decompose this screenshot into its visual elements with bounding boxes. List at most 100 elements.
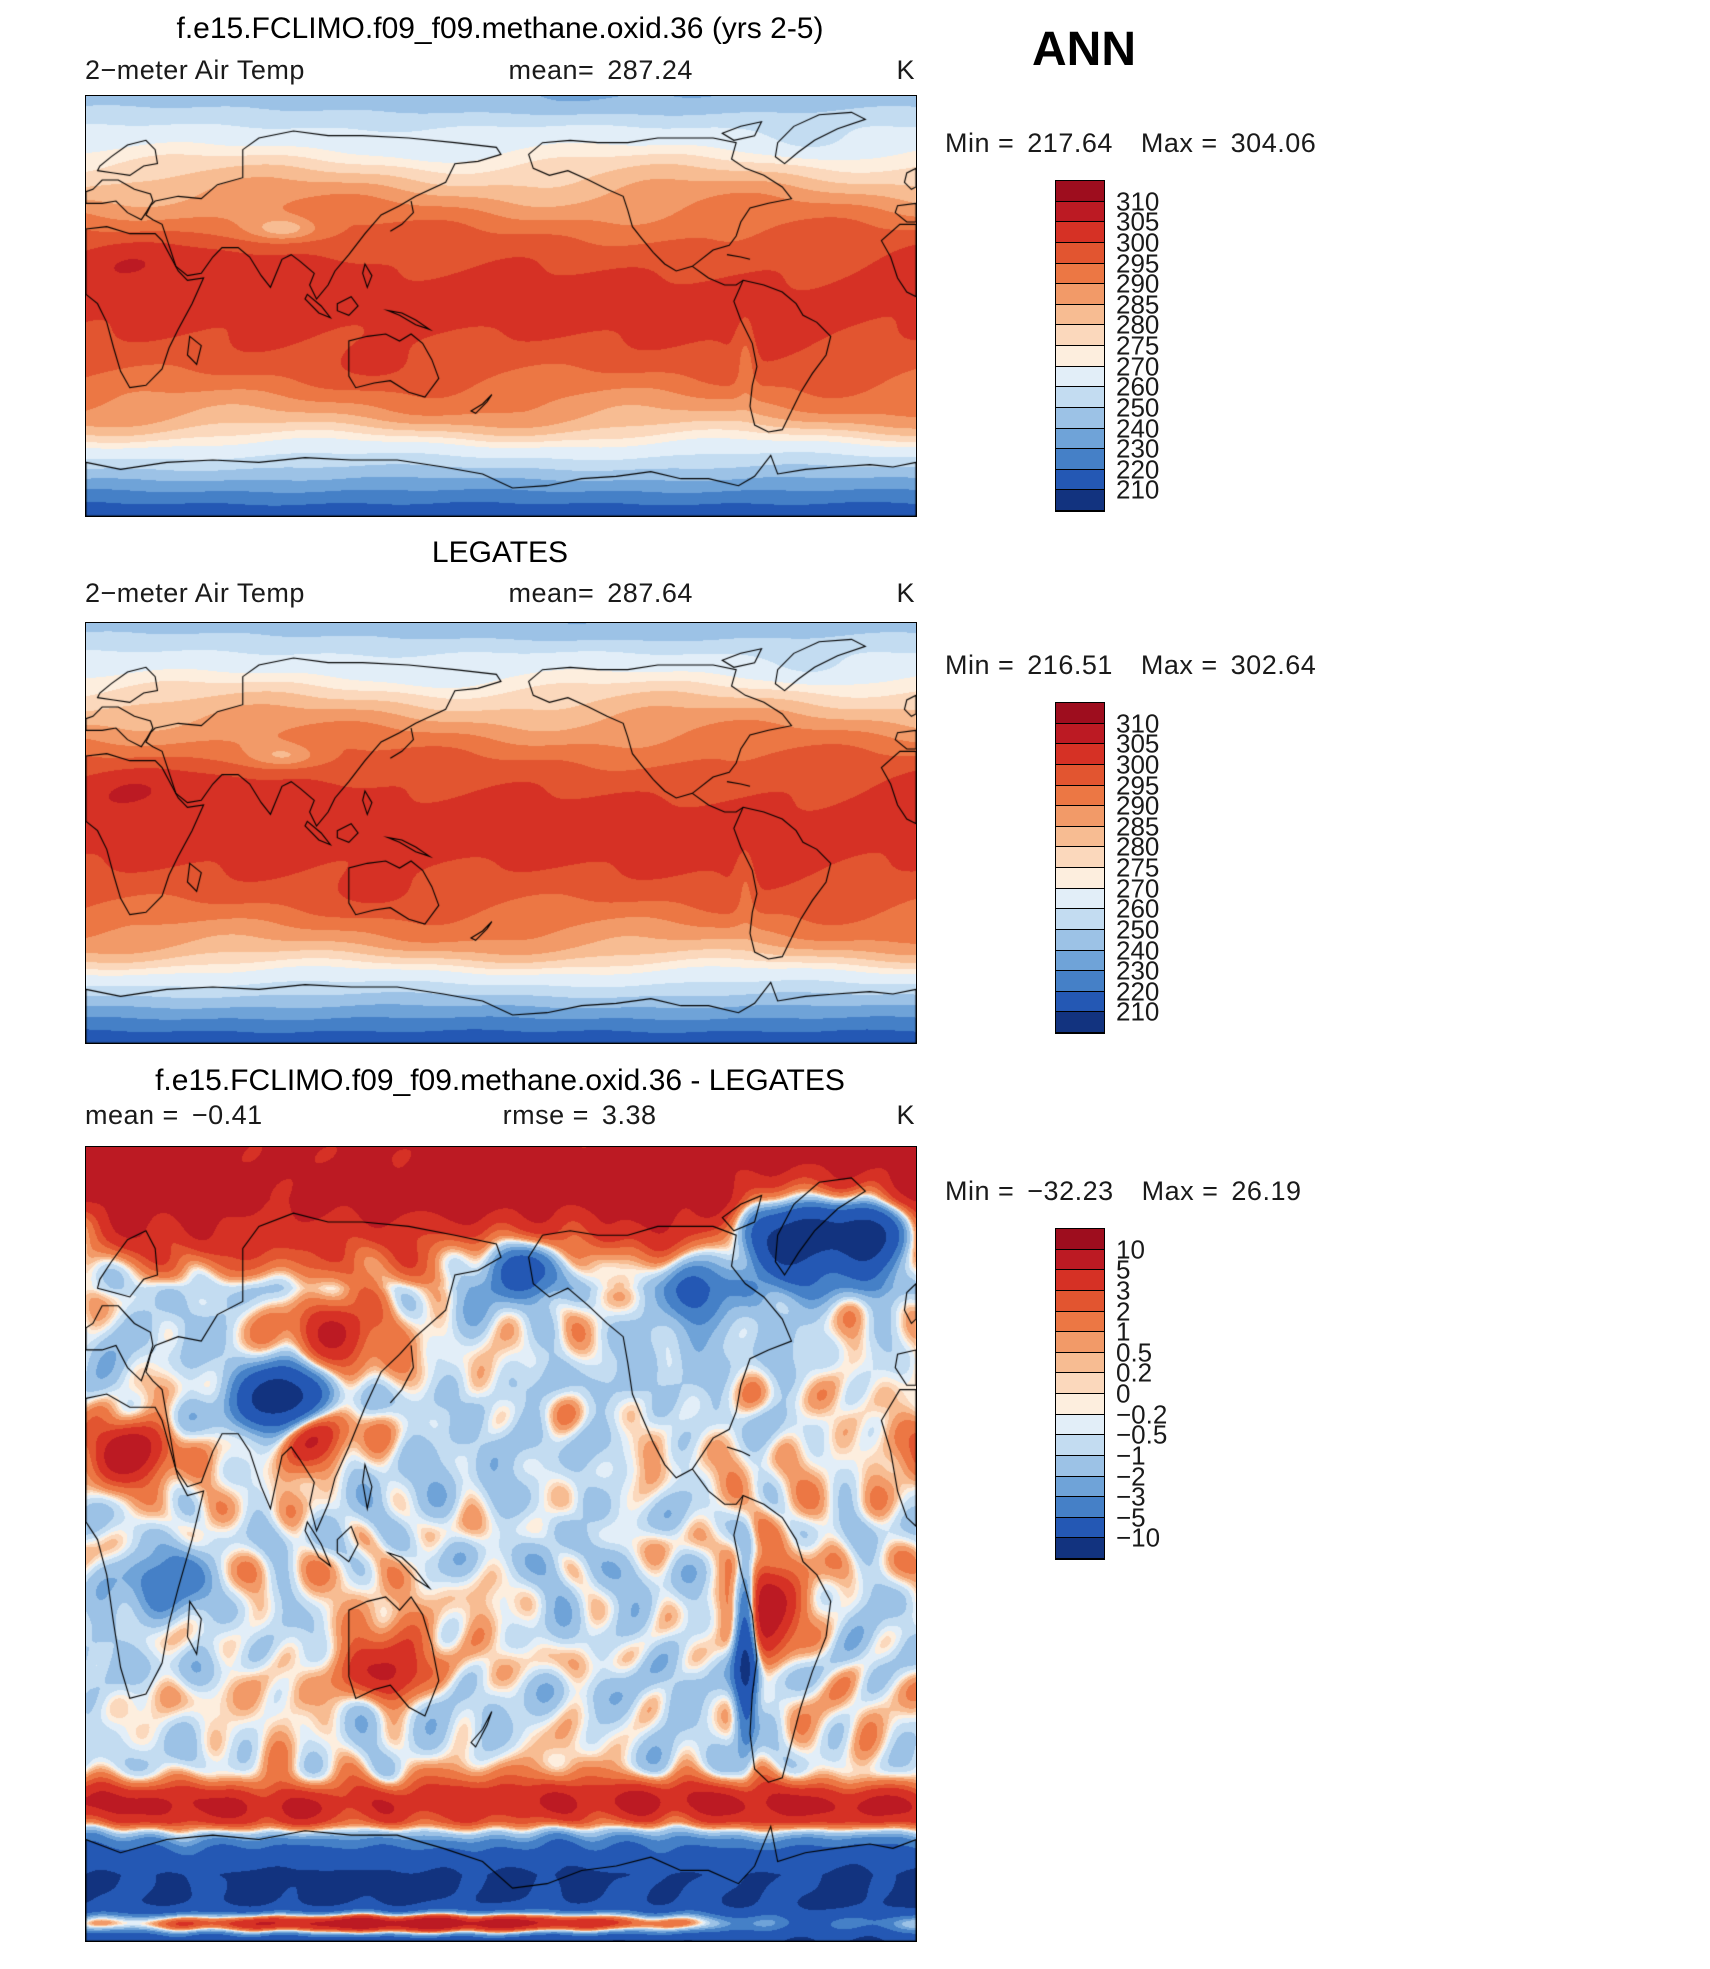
colorbar-box (1056, 1270, 1104, 1291)
colorbar-box (1056, 1012, 1104, 1033)
panel3-max-label: Max = (1141, 1176, 1219, 1206)
season-label: ANN (1032, 23, 1136, 76)
panel3-min-value: −32.23 (1027, 1176, 1114, 1206)
colorbar-box (1056, 1332, 1104, 1353)
colorbar-tick-label: 240 (1116, 935, 1160, 965)
colorbar-box (1056, 263, 1104, 285)
panel2-variable-label: 2−meter Air Temp (85, 578, 305, 608)
colorbar-box (1056, 1538, 1104, 1559)
colorbar-tick-label: 270 (1116, 873, 1160, 904)
panel2-mean-label: mean= (508, 578, 595, 608)
colorbar-tick-label: −1 (1116, 1440, 1146, 1471)
colorbar-box (1056, 1476, 1104, 1498)
colorbar-tick-label: 260 (1116, 371, 1160, 402)
colorbar-box (1056, 181, 1104, 202)
colorbar-tick-label: 240 (1116, 413, 1160, 443)
colorbar-tick-label: 270 (1116, 351, 1160, 382)
colorbar-tick-label: 10 (1116, 1234, 1145, 1265)
colorbar-box (1056, 304, 1104, 326)
colorbar-box (1056, 1435, 1104, 1456)
panel2-units-label: K (896, 578, 915, 608)
colorbar-box (1056, 909, 1104, 930)
panel3-colorbar: 10 5 3 2 1 0.5 0.2 0 −0.2 −0.5 −1 −2 −3 −5 −10 (1055, 1228, 1167, 1560)
colorbar-tick-label: 275 (1116, 330, 1160, 361)
colorbar-tick-label: 305 (1116, 728, 1160, 759)
colorbar-tick-label: 220 (1116, 976, 1160, 1007)
colorbar-tick-label: 280 (1116, 831, 1160, 862)
colorbar-tick-label: 210 (1116, 996, 1160, 1027)
colorbar-tick-label: 250 (1116, 914, 1160, 945)
colorbar-tick-label: 295 (1116, 248, 1160, 278)
colorbar-box (1056, 1249, 1104, 1271)
colorbar-tick-label: 310 (1116, 708, 1160, 739)
colorbar-box (1056, 325, 1104, 346)
colorbar-tick-label: −3 (1116, 1481, 1146, 1512)
colorbar-box (1056, 826, 1104, 848)
panel1-minmax: Min = 217.64 Max = 304.06 (945, 128, 1316, 159)
colorbar-tick-label: −2 (1116, 1461, 1146, 1491)
obs-title: LEGATES (431, 536, 569, 569)
panel3-minmax: Min = −32.23 Max = 26.19 (945, 1176, 1301, 1207)
panel1-mean-value: 287.24 (607, 55, 693, 85)
panel2-min-label: Min = (945, 650, 1015, 680)
colorbar-box (1056, 407, 1104, 429)
panel2-mean-group: mean= 287.64 (508, 578, 692, 609)
colorbar-tick-label: 2 (1116, 1296, 1131, 1326)
difference-title: f.e15.FCLIMO.f09_f09.methane.oxid.36 - L… (155, 1064, 845, 1097)
colorbar-tick-label: 210 (1116, 474, 1160, 505)
colorbar-tick-label: 0 (1116, 1378, 1131, 1409)
colorbar-box (1056, 847, 1104, 868)
panel3-header-row: mean = −0.41 rmse = 3.38 K (85, 1100, 915, 1131)
colorbar-box (1056, 785, 1104, 807)
colorbar-box (1056, 744, 1104, 765)
panel3-mean-group: mean = −0.41 (85, 1100, 263, 1131)
panel1-variable-label: 2−meter Air Temp (85, 55, 305, 85)
panel3-mean-value: −0.41 (191, 1100, 263, 1130)
colorbar-tick-label: 0.2 (1116, 1357, 1153, 1388)
colorbar-tick-label: 260 (1116, 893, 1160, 924)
panel3-min-label: Min = (945, 1176, 1015, 1206)
colorbar-box (1056, 1352, 1104, 1374)
colorbar-tick-label: 280 (1116, 309, 1160, 340)
panel3-units-label: K (896, 1100, 915, 1130)
panel1-header-row: 2−meter Air Temp mean= 287.24 K (85, 55, 915, 86)
colorbar-box (1056, 723, 1104, 745)
colorbar-tick-label: −10 (1116, 1522, 1161, 1553)
panel2-max-label: Max = (1140, 650, 1218, 680)
colorbar-box (1056, 469, 1104, 491)
colorbar-box (1056, 950, 1104, 972)
panel2-mean-value: 287.64 (607, 578, 693, 608)
colorbar-tick-label: −0.5 (1116, 1419, 1168, 1450)
colorbar-box (1056, 991, 1104, 1013)
colorbar-tick-label: 305 (1116, 206, 1160, 237)
panel1-max-label: Max = (1140, 128, 1218, 158)
panel1-units-label: K (896, 55, 915, 85)
colorbar-box (1056, 764, 1104, 786)
panel1-colorbar: 310 305 300 295 290 285 280 275 270 260 250 240 230 2… (1055, 180, 1159, 512)
colorbar-tick-label: −0.2 (1116, 1399, 1168, 1430)
colorbar-box (1056, 222, 1104, 243)
panel1-mean-group: mean= 287.24 (508, 55, 692, 86)
colorbar-tick-label: 0.5 (1116, 1337, 1153, 1368)
colorbar-box (1056, 806, 1104, 827)
panel1-mean-label: mean= (508, 55, 595, 85)
colorbar-box (1056, 449, 1104, 470)
colorbar-box (1056, 366, 1104, 388)
colorbar-box (1056, 1497, 1104, 1518)
panel3-rmse-label: rmse = (502, 1100, 589, 1130)
colorbar-tick-label: 220 (1116, 454, 1160, 485)
colorbar-tick-label: 310 (1116, 186, 1160, 217)
colorbar-tick-label: −5 (1116, 1502, 1146, 1533)
colorbar-box (1056, 703, 1104, 724)
colorbar-tick-label: 300 (1116, 227, 1160, 258)
obs-temperature-map (85, 622, 917, 1044)
panel2-max-value: 302.64 (1230, 650, 1317, 680)
colorbar-tick-label: 3 (1116, 1275, 1131, 1306)
panel1-min-label: Min = (945, 128, 1015, 158)
colorbar-box (1056, 1455, 1104, 1477)
colorbar-tick-label: 295 (1116, 770, 1160, 800)
colorbar-tick-label: 290 (1116, 790, 1160, 821)
colorbar-box (1056, 201, 1104, 223)
panel3-mean-label: mean = (85, 1100, 179, 1130)
